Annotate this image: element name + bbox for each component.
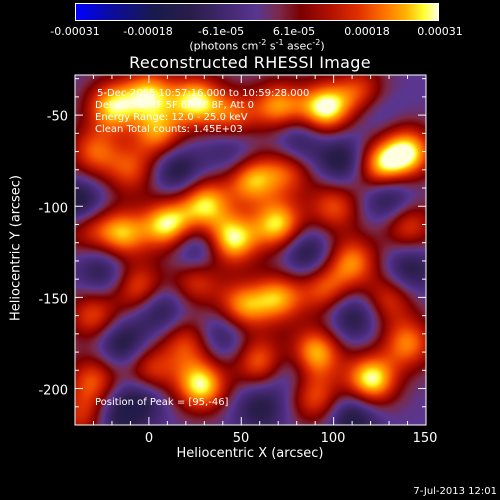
x-tick-label: 100 [320, 431, 346, 446]
colorbar-tick-label: -0.00031 [50, 25, 100, 38]
heatmap-image [75, 75, 426, 425]
energy-range-label: Energy Range: 12.0 - 25.0 keV [95, 112, 248, 123]
detectors-label: Detectors: 4F 5F 6F 7F 8F, Att 0 [95, 100, 255, 111]
colorbar-tick-label: 6.1e-05 [272, 25, 316, 38]
colorbar-tick-label: -6.1e-05 [197, 25, 245, 38]
x-tick-label: 50 [232, 431, 250, 446]
clean-counts-label: Clean Total counts: 1.45E+03 [95, 124, 243, 135]
colorbar-tick-label: 0.00031 [417, 25, 463, 38]
colorbar-tick-label: 0.00018 [344, 25, 390, 38]
x-tick-label: 150 [412, 431, 438, 446]
peak-position-label: Position of Peak = [95,-46] [95, 397, 229, 408]
y-tick-label: -150 [38, 292, 68, 308]
x-tick-label: 0 [144, 431, 154, 446]
y-tick-label: -200 [38, 383, 68, 399]
colorbar-unit-label: (photons cm-2 s-1 asec-2) [189, 38, 325, 53]
time-range-label: 5-Dec-2005 10:57:16.000 to 10:59:28.000 [97, 88, 310, 99]
footer-date: 7-Jul-2013 12:01 [413, 486, 497, 497]
x-axis-label: Heliocentric X (arcsec) [176, 446, 324, 461]
y-tick-label: -100 [38, 201, 68, 217]
chart-title: Reconstructed RHESSI Image [129, 53, 371, 72]
y-tick-label: -50 [46, 109, 68, 125]
colorbar [75, 3, 439, 21]
colorbar-tick-label: -0.00018 [123, 25, 173, 38]
y-axis-label: Heliocentric Y (arcsec) [8, 175, 24, 321]
